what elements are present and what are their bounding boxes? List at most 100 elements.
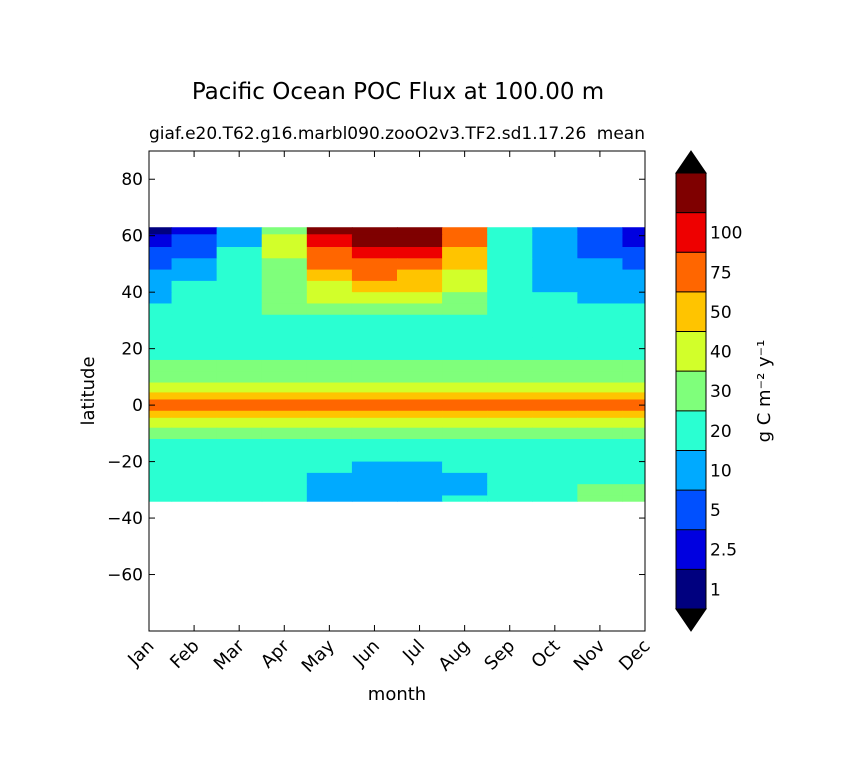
heatmap-cell <box>306 337 353 350</box>
heatmap-cell <box>487 227 533 235</box>
heatmap-cell <box>171 280 218 293</box>
chart-subtitle-left: giaf.e20.T62.g16.marbl090.zooO2v3.TF2.sd… <box>149 124 586 144</box>
heatmap-cell <box>171 227 218 235</box>
y-tick-label: −60 <box>107 566 143 586</box>
heatmap-cell <box>532 234 578 248</box>
heatmap-cell <box>487 461 533 474</box>
heatmap-cell <box>171 269 218 282</box>
heatmap-cell <box>397 269 443 282</box>
heatmap-cell <box>622 234 645 248</box>
heatmap-cell <box>532 439 578 451</box>
heatmap-cell <box>487 484 533 497</box>
heatmap-cell <box>306 495 353 502</box>
heatmap-cell <box>397 472 443 485</box>
heatmap-cell <box>442 371 488 384</box>
heatmap-cell <box>442 450 488 463</box>
heatmap-cell <box>577 258 624 271</box>
heatmap-cell <box>622 472 645 485</box>
y-tick-label: −20 <box>107 453 143 473</box>
heatmap-cell <box>351 359 398 372</box>
heatmap-cell <box>149 269 173 282</box>
heatmap-cell <box>442 234 488 248</box>
heatmap-cell <box>171 417 218 429</box>
heatmap-cell <box>306 410 353 419</box>
heatmap-cell <box>351 227 398 235</box>
heatmap-cell <box>532 495 578 502</box>
heatmap-cell <box>306 292 353 305</box>
colorbar-swatch <box>676 252 706 293</box>
heatmap-cell <box>351 337 398 350</box>
heatmap-cell <box>397 227 443 235</box>
heatmap-cell <box>622 348 645 361</box>
heatmap-cell <box>487 303 533 316</box>
heatmap-cell <box>622 399 645 406</box>
heatmap-cell <box>216 303 263 316</box>
heatmap-cell <box>149 439 173 451</box>
heatmap-cell <box>622 392 645 401</box>
heatmap-cell <box>216 227 263 235</box>
heatmap-cell <box>149 227 173 235</box>
heatmap-cell <box>442 405 488 412</box>
heatmap-cell <box>487 382 533 394</box>
heatmap-cell <box>171 427 218 440</box>
heatmap-cell <box>532 472 578 485</box>
heatmap-cell <box>306 392 353 401</box>
colorbar: 1 2.5 5 10 20 30 40 50 75 100 <box>675 150 742 632</box>
heatmap-cell <box>149 303 173 316</box>
heatmap-cell <box>149 450 173 463</box>
heatmap-cell <box>577 337 624 350</box>
y-axis: 80 60 40 20 0 −20 −40 −60 <box>107 170 645 586</box>
heatmap-cell <box>306 326 353 338</box>
heatmap-cell <box>622 417 645 429</box>
colorbar-tick-label: 10 <box>710 461 732 481</box>
heatmap-cell <box>622 439 645 451</box>
heatmap-cell <box>261 439 308 451</box>
heatmap-cell <box>442 247 488 259</box>
colorbar-tick-label: 40 <box>710 343 732 363</box>
heatmap-cell <box>622 337 645 350</box>
heatmap-cell <box>487 472 533 485</box>
heatmap-cell <box>351 348 398 361</box>
heatmap-cell <box>577 371 624 384</box>
heatmap-cell <box>149 484 173 497</box>
heatmap-cell <box>261 359 308 372</box>
heatmap-cell <box>577 472 624 485</box>
heatmap-cell <box>216 417 263 429</box>
heatmap-cell <box>397 410 443 419</box>
heatmap-cell <box>149 359 173 372</box>
heatmap-cell <box>532 326 578 338</box>
heatmap-cell <box>351 417 398 429</box>
heatmap-cell <box>397 382 443 394</box>
colorbar-tick-label: 1 <box>710 580 721 600</box>
heatmap-cell <box>351 371 398 384</box>
colorbar-swatch <box>676 173 706 214</box>
heatmap-cell <box>622 292 645 305</box>
heatmap-cell <box>261 450 308 463</box>
heatmap-cell <box>306 461 353 474</box>
heatmap-cell <box>261 417 308 429</box>
heatmap-cell <box>261 461 308 474</box>
x-tick-label: May <box>298 635 339 676</box>
heatmap-cell <box>306 258 353 271</box>
heatmap-cell <box>149 495 173 502</box>
heatmap-cell <box>622 303 645 316</box>
heatmap-cell <box>532 348 578 361</box>
heatmap-cell <box>442 382 488 394</box>
heatmap-cell <box>216 247 263 259</box>
heatmap-cell <box>577 410 624 419</box>
heatmap-cell <box>397 337 443 350</box>
heatmap-cell <box>306 348 353 361</box>
heatmap-cell <box>442 495 488 502</box>
heatmap-cell <box>171 405 218 412</box>
heatmap-cell <box>216 484 263 497</box>
heatmap-cell <box>216 410 263 419</box>
heatmap-cell <box>532 399 578 406</box>
heatmap-cell <box>487 399 533 406</box>
heatmap-cell <box>532 427 578 440</box>
heatmap-cell <box>171 292 218 305</box>
heatmap-cell <box>149 280 173 293</box>
heatmap-cell <box>577 348 624 361</box>
heatmap-cell <box>351 427 398 440</box>
heatmap-cell <box>216 348 263 361</box>
